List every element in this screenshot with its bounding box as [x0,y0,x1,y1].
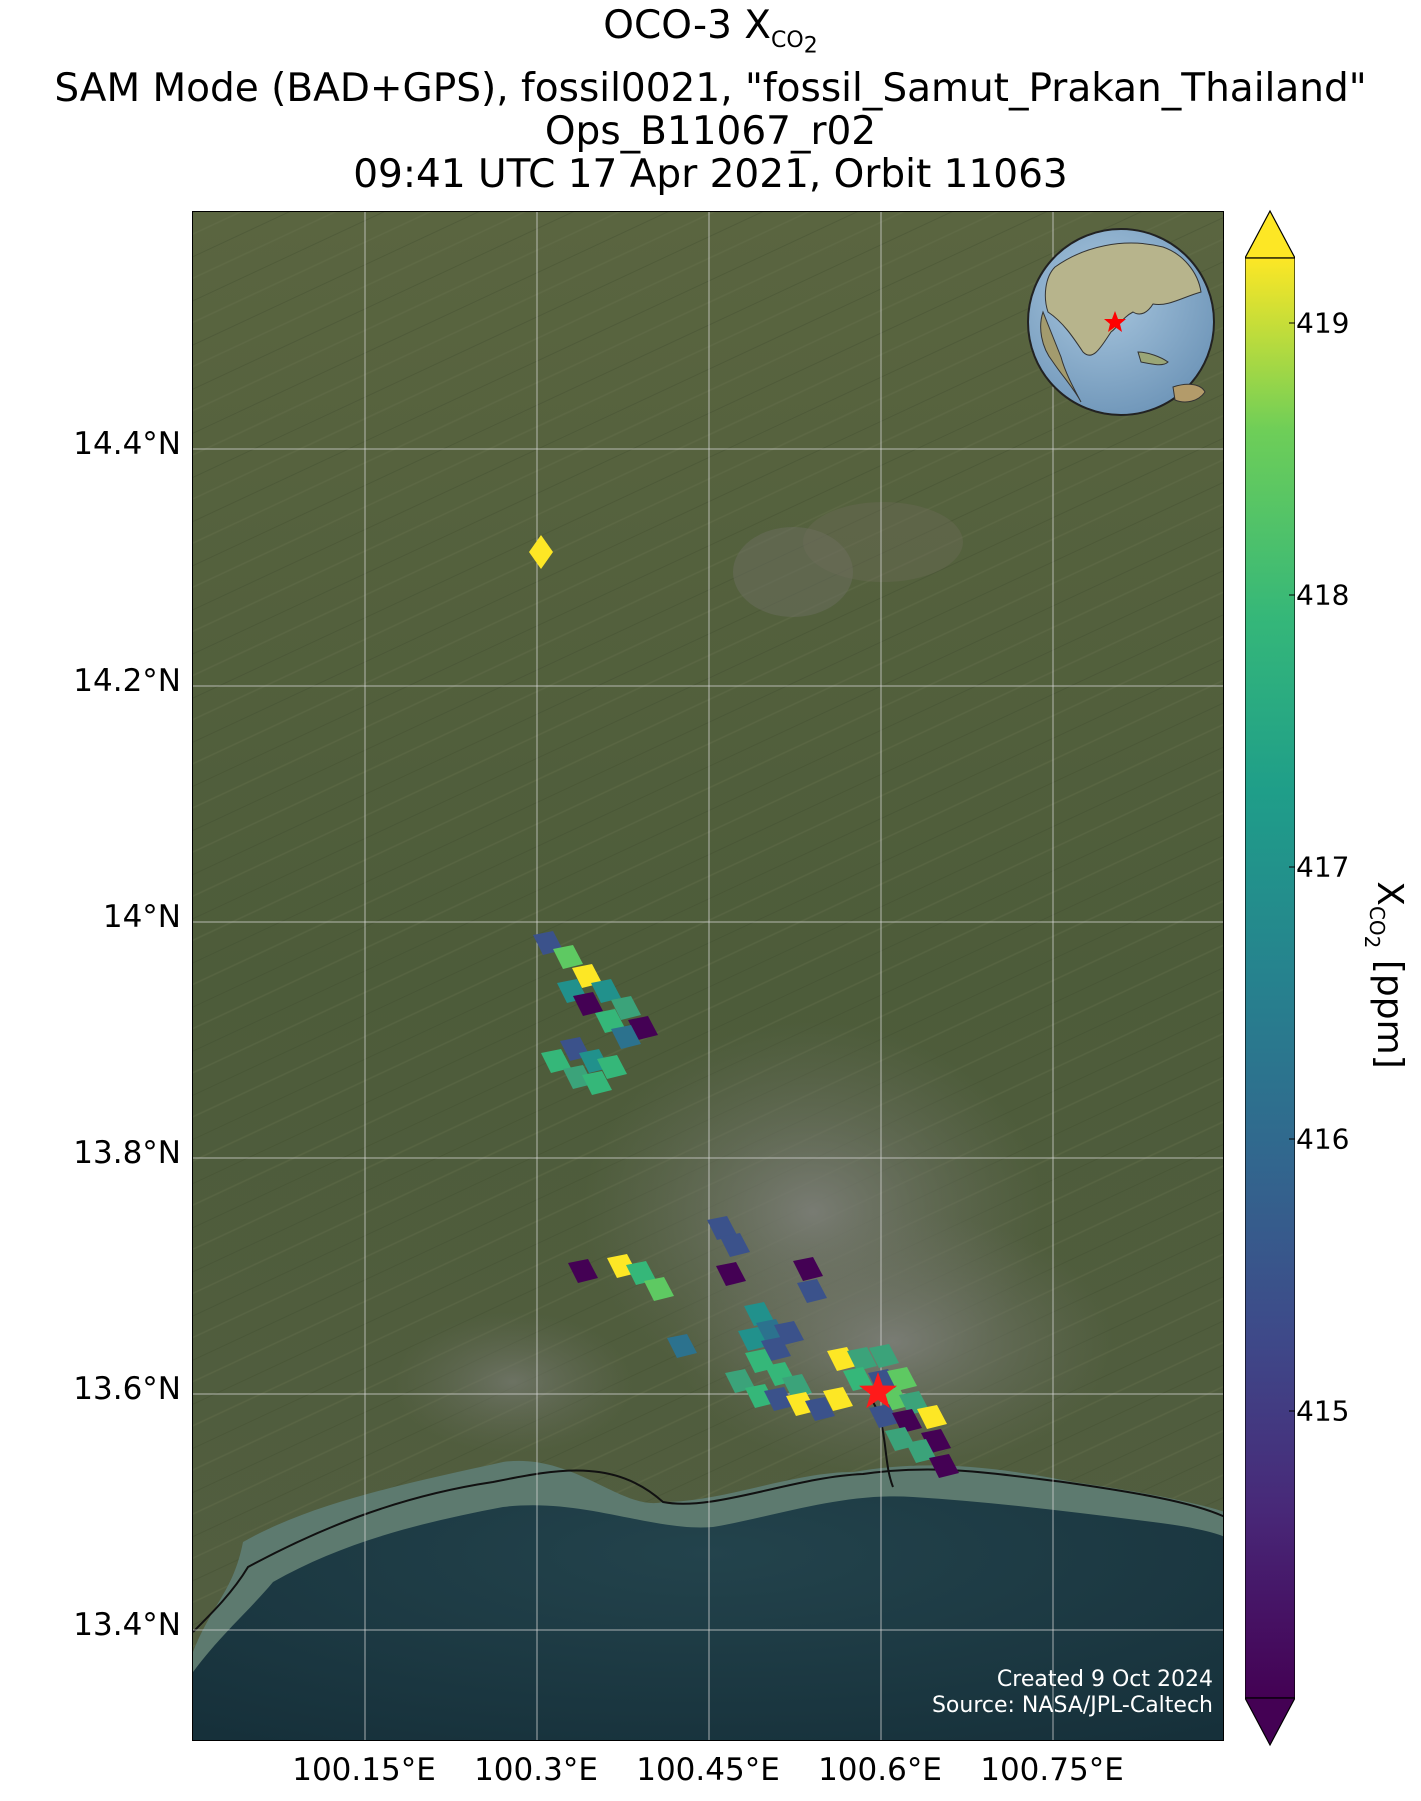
y-tick-label: 14.4°N [73,426,181,462]
sea-area [193,1496,1223,1740]
colorbar-tick-label: 418 [1296,578,1350,612]
xco2-pixel [929,1454,959,1478]
x-tick-label: 100.6°E [818,1752,942,1788]
colorbar-min-extend [1245,1697,1295,1747]
xco2-pixel [782,1374,812,1398]
xco2-pixel [591,979,621,1003]
x-tick-label: 100.3°E [474,1752,598,1788]
xco2-pixel [906,1439,936,1463]
colorbar-tick-label: 416 [1296,1122,1350,1156]
title-line-3: Ops_B11067_r02 [544,109,877,155]
map-canvas [193,212,1223,1740]
xco2-pixel [805,1397,835,1421]
xco2-pixel [568,1259,598,1283]
xco2-pixel [744,1302,774,1326]
xco2-pixel [745,1384,775,1408]
colorbar-label: XCO2 [ppm] [1359,881,1411,1069]
xco2-pixel [553,945,583,969]
graticule [193,212,1223,1740]
xco2-pixel [725,1369,755,1393]
colorbar-gradient [1245,257,1295,1699]
xco2-pixel [887,1367,917,1391]
xco2-pixel [738,1327,768,1351]
xco2-pixel [720,1233,750,1257]
xco2-pixel [572,964,602,988]
target-star-icon [859,1372,897,1409]
xco2-pixel [541,1049,571,1073]
xco2-pixel [563,1065,593,1089]
xco2-pixel [582,1071,612,1095]
xco2-pixel [667,1334,697,1358]
credit-created: Created 9 Oct 2024 [996,1667,1213,1692]
colorbar-tick-label: 415 [1296,1394,1350,1428]
target-star-shape [859,1372,897,1409]
xco2-pixel [793,1257,823,1281]
xco2-pixel [644,1277,674,1301]
y-tick-label: 13.6°N [73,1371,181,1407]
x-tick-label: 100.75°E [980,1752,1124,1788]
xco2-pixel [797,1279,827,1303]
figure-title: OCO-3 XCO2 SAM Mode (BAD+GPS), fossil002… [0,4,1421,196]
xco2-pixel [823,1387,853,1411]
xco2-pixel [774,1321,804,1345]
credit-source: Source: NASA/JPL-Caltech [931,1693,1213,1718]
colorbar-tick-label: 419 [1296,306,1350,340]
colorbar-max-extend [1245,209,1295,259]
xco2-pixel [597,1055,627,1079]
xco2-pixel [707,1216,737,1240]
xco2-pixel [847,1347,877,1371]
xco2-pixel [764,1387,794,1411]
xco2-soundings [529,535,959,1478]
y-tick-label: 13.8°N [73,1135,181,1171]
xco2-pixel [786,1392,816,1416]
colorbar [1245,209,1295,1747]
globe-marker-star-icon [1104,311,1126,332]
xco2-pixel [716,1262,746,1286]
title-line-1: OCO-3 XCO2 [603,3,818,59]
xco2-pixel [892,1409,922,1433]
xco2-pixel [869,1344,899,1368]
xco2-pixel [595,1009,625,1033]
xco2-pixel [917,1405,947,1429]
xco2-pixel [573,992,603,1016]
satellite-map: Created 9 Oct 2024 Source: NASA/JPL-Calt… [192,211,1224,1741]
xco2-pixel [869,1404,899,1428]
xco2-pixel [626,1261,656,1285]
xco2-pixel [611,1025,641,1049]
x-tick-label: 100.45°E [636,1752,780,1788]
xco2-pixel [843,1367,873,1391]
title-line-4: 09:41 UTC 17 Apr 2021, Orbit 11063 [353,152,1068,198]
xco2-pixel [611,996,641,1020]
x-tick-label: 100.15°E [292,1752,436,1788]
title-line-2: SAM Mode (BAD+GPS), fossil0021, "fossil_… [54,66,1367,112]
y-tick-label: 13.4°N [73,1607,181,1643]
inset-globe [1027,228,1215,416]
xco2-pixel [529,535,553,569]
y-tick-label: 14.2°N [73,663,181,699]
colorbar-tick-label: 417 [1296,850,1350,884]
y-tick-label: 14°N [102,899,181,935]
coastline [193,1468,1223,1633]
